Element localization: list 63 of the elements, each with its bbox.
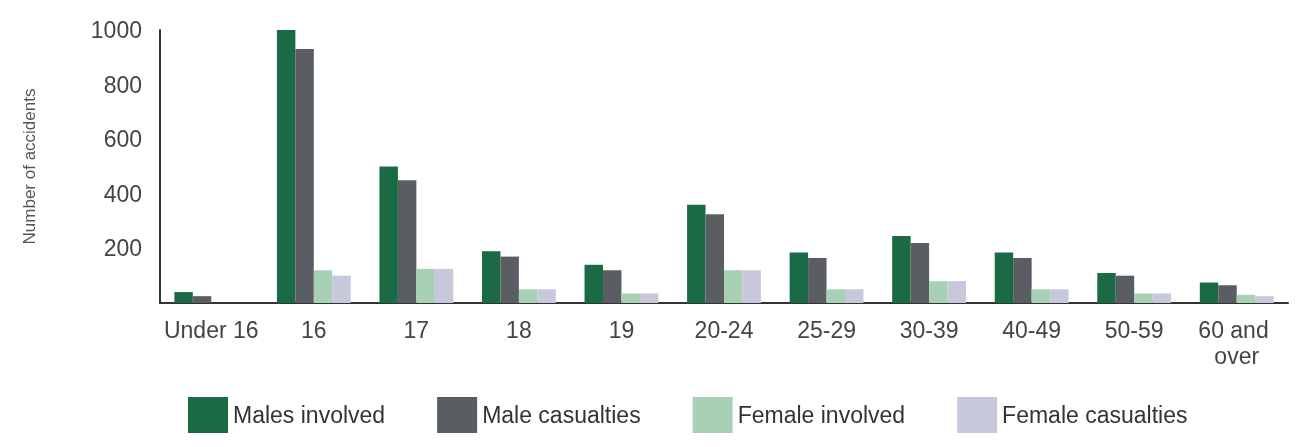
x-tick-label: 40-49 bbox=[1002, 317, 1062, 343]
bar bbox=[434, 268, 454, 303]
bar bbox=[639, 293, 659, 303]
bar bbox=[910, 242, 930, 303]
x-tick-label: 60 and over bbox=[1198, 317, 1276, 369]
bar bbox=[808, 257, 827, 303]
bar bbox=[994, 252, 1014, 303]
bar bbox=[724, 270, 743, 303]
bar bbox=[500, 256, 519, 303]
bar bbox=[1050, 289, 1069, 303]
bar bbox=[845, 289, 864, 303]
bar bbox=[584, 264, 603, 303]
bar bbox=[929, 281, 948, 303]
bar bbox=[705, 214, 724, 303]
bar bbox=[1199, 282, 1219, 303]
y-tick-label: 600 bbox=[103, 126, 142, 153]
bar bbox=[1152, 293, 1172, 303]
bar bbox=[621, 293, 640, 303]
bar bbox=[276, 30, 296, 303]
y-tick-label: 400 bbox=[103, 180, 142, 207]
y-tick-label: 1000 bbox=[90, 17, 142, 43]
y-axis-title: Number of accidents bbox=[20, 88, 39, 245]
bar bbox=[1097, 272, 1116, 303]
x-tick-label: 25-29 bbox=[797, 317, 856, 343]
y-tick-label: 800 bbox=[103, 71, 142, 98]
bar bbox=[192, 296, 212, 303]
bar bbox=[397, 180, 417, 303]
x-tick-label: 17 bbox=[403, 317, 430, 343]
legend-label: Male casualties bbox=[482, 402, 641, 428]
bar bbox=[1218, 285, 1237, 303]
bar bbox=[313, 270, 333, 303]
x-tick-label: 30-39 bbox=[899, 317, 959, 343]
bar bbox=[1255, 296, 1274, 303]
bar bbox=[603, 270, 622, 303]
bar bbox=[742, 270, 761, 303]
bar bbox=[687, 204, 706, 303]
bar bbox=[1236, 294, 1256, 303]
bar bbox=[1134, 293, 1153, 303]
legend-label: Female involved bbox=[737, 402, 906, 428]
bar bbox=[947, 281, 967, 303]
bar bbox=[1115, 275, 1135, 303]
bar bbox=[416, 268, 435, 303]
bar bbox=[379, 166, 398, 303]
x-tick-label: 50-59 bbox=[1104, 317, 1164, 343]
x-tick-label: 20-24 bbox=[694, 317, 754, 343]
bar bbox=[1031, 289, 1051, 303]
bar bbox=[789, 252, 809, 303]
legend-label: Female casualties bbox=[1002, 402, 1188, 428]
bar bbox=[174, 292, 193, 303]
x-tick-label: 18 bbox=[506, 317, 532, 343]
bar bbox=[1013, 257, 1032, 303]
bar bbox=[481, 251, 501, 303]
bar bbox=[826, 289, 845, 303]
y-tick-label: 200 bbox=[103, 235, 142, 262]
x-tick-label: 16 bbox=[301, 317, 327, 343]
x-tick-label: Under 16 bbox=[163, 317, 259, 343]
legend-label: Males involved bbox=[233, 402, 386, 428]
bar bbox=[518, 289, 538, 303]
bar bbox=[537, 289, 556, 303]
bar bbox=[295, 49, 314, 303]
bar bbox=[332, 275, 351, 303]
x-tick-label: 19 bbox=[608, 317, 635, 343]
bar bbox=[892, 236, 911, 303]
